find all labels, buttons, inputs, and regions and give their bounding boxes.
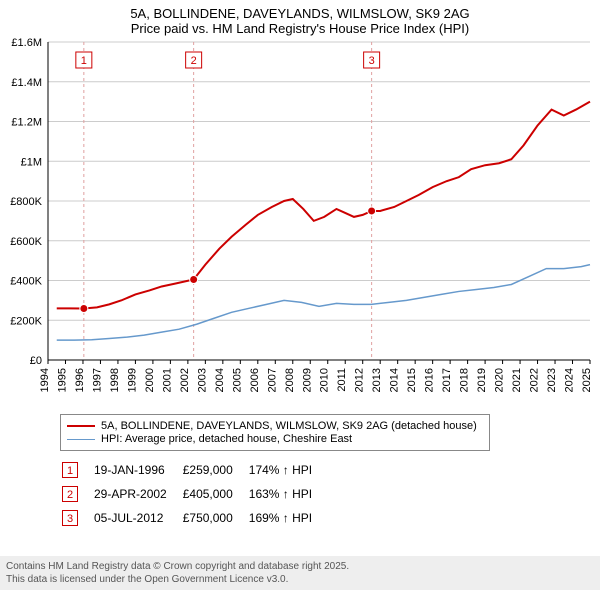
x-tick-label: 2009 bbox=[301, 368, 313, 392]
chart-title-block: 5A, BOLLINDENE, DAVEYLANDS, WILMSLOW, SK… bbox=[0, 0, 600, 38]
x-tick-label: 2003 bbox=[196, 368, 208, 392]
svg-text:£0: £0 bbox=[30, 355, 42, 367]
x-tick-label: 2004 bbox=[214, 368, 226, 392]
sale-price: £259,000 bbox=[183, 459, 247, 481]
sale-date: 19-JAN-1996 bbox=[94, 459, 181, 481]
legend-swatch bbox=[67, 439, 95, 440]
x-tick-label: 2002 bbox=[179, 368, 191, 392]
sale-marker-number: 1 bbox=[62, 462, 78, 478]
legend-row: HPI: Average price, detached house, Ches… bbox=[67, 433, 483, 445]
x-tick-label: 2011 bbox=[336, 368, 348, 392]
x-tick-label: 2006 bbox=[249, 368, 261, 392]
x-tick-label: 2017 bbox=[441, 368, 453, 392]
svg-text:£1.4M: £1.4M bbox=[11, 77, 42, 89]
x-tick-label: 1999 bbox=[126, 368, 138, 392]
x-tick-label: 2024 bbox=[564, 368, 576, 392]
x-tick-label: 2022 bbox=[529, 368, 541, 392]
x-tick-label: 2014 bbox=[389, 368, 401, 392]
x-tick-label: 1996 bbox=[74, 368, 86, 392]
sales-row: 1 19-JAN-1996£259,000174% ↑ HPI bbox=[62, 459, 326, 481]
legend-label: 5A, BOLLINDENE, DAVEYLANDS, WILMSLOW, SK… bbox=[101, 420, 477, 432]
chart-title-address: 5A, BOLLINDENE, DAVEYLANDS, WILMSLOW, SK… bbox=[0, 6, 600, 21]
sales-row: 3 05-JUL-2012£750,000169% ↑ HPI bbox=[62, 507, 326, 529]
x-tick-label: 2007 bbox=[266, 368, 278, 392]
x-tick-label: 1994 bbox=[39, 368, 51, 392]
sale-marker-number: 2 bbox=[62, 486, 78, 502]
svg-text:£1.2M: £1.2M bbox=[11, 117, 42, 129]
footer-line2: This data is licensed under the Open Gov… bbox=[6, 573, 594, 586]
x-tick-label: 1997 bbox=[91, 368, 103, 392]
legend-label: HPI: Average price, detached house, Ches… bbox=[101, 433, 352, 445]
x-tick-label: 2023 bbox=[546, 368, 558, 392]
x-tick-label: 2021 bbox=[511, 368, 523, 392]
svg-text:£200K: £200K bbox=[10, 315, 42, 327]
sale-hpi: 169% ↑ HPI bbox=[249, 507, 326, 529]
x-tick-label: 2001 bbox=[161, 368, 173, 392]
legend-row: 5A, BOLLINDENE, DAVEYLANDS, WILMSLOW, SK… bbox=[67, 420, 483, 432]
svg-text:2: 2 bbox=[191, 55, 197, 67]
x-tick-label: 1998 bbox=[109, 368, 121, 392]
x-tick-label: 2012 bbox=[354, 368, 366, 392]
sale-hpi: 174% ↑ HPI bbox=[249, 459, 326, 481]
legend-swatch bbox=[67, 425, 95, 427]
x-tick-label: 2008 bbox=[284, 368, 296, 392]
x-tick-label: 2019 bbox=[476, 368, 488, 392]
chart-area: £0 £200K £400K £600K £800K £1M £1.2M £1.4M £1.6M… bbox=[0, 38, 600, 408]
svg-text:3: 3 bbox=[369, 55, 375, 67]
legend: 5A, BOLLINDENE, DAVEYLANDS, WILMSLOW, SK… bbox=[60, 414, 490, 451]
sale-date: 29-APR-2002 bbox=[94, 483, 181, 505]
x-tick-label: 2013 bbox=[371, 368, 383, 392]
footer-attribution: Contains HM Land Registry data © Crown c… bbox=[0, 556, 600, 590]
svg-text:£400K: £400K bbox=[10, 276, 42, 288]
sale-date: 05-JUL-2012 bbox=[94, 507, 181, 529]
svg-text:£1M: £1M bbox=[21, 156, 42, 168]
x-tick-label: 2015 bbox=[406, 368, 418, 392]
sales-table: 1 19-JAN-1996£259,000174% ↑ HPI 2 29-APR-20… bbox=[60, 457, 328, 531]
chart-title-sub: Price paid vs. HM Land Registry's House … bbox=[0, 21, 600, 36]
x-tick-label: 2005 bbox=[231, 368, 243, 392]
svg-text:£800K: £800K bbox=[10, 196, 42, 208]
x-tick-label: 2000 bbox=[144, 368, 156, 392]
svg-text:£600K: £600K bbox=[10, 236, 42, 248]
x-tick-label: 1995 bbox=[56, 368, 68, 392]
chart-svg: £0 £200K £400K £600K £800K £1M £1.2M £1.4M £1.6M… bbox=[0, 38, 600, 408]
sales-row: 2 29-APR-2002£405,000163% ↑ HPI bbox=[62, 483, 326, 505]
series-price_paid bbox=[57, 102, 590, 309]
sale-hpi: 163% ↑ HPI bbox=[249, 483, 326, 505]
footer-line1: Contains HM Land Registry data © Crown c… bbox=[6, 560, 594, 573]
sale-price: £405,000 bbox=[183, 483, 247, 505]
sale-marker-number: 3 bbox=[62, 510, 78, 526]
sale-price: £750,000 bbox=[183, 507, 247, 529]
x-tick-label: 2020 bbox=[494, 368, 506, 392]
series-hpi bbox=[57, 265, 590, 341]
x-tick-label: 2016 bbox=[424, 368, 436, 392]
x-tick-label: 2018 bbox=[459, 368, 471, 392]
x-tick-label: 2010 bbox=[319, 368, 331, 392]
svg-text:1: 1 bbox=[81, 55, 87, 67]
svg-text:£1.6M: £1.6M bbox=[11, 38, 42, 49]
x-tick-label: 2025 bbox=[581, 368, 593, 392]
